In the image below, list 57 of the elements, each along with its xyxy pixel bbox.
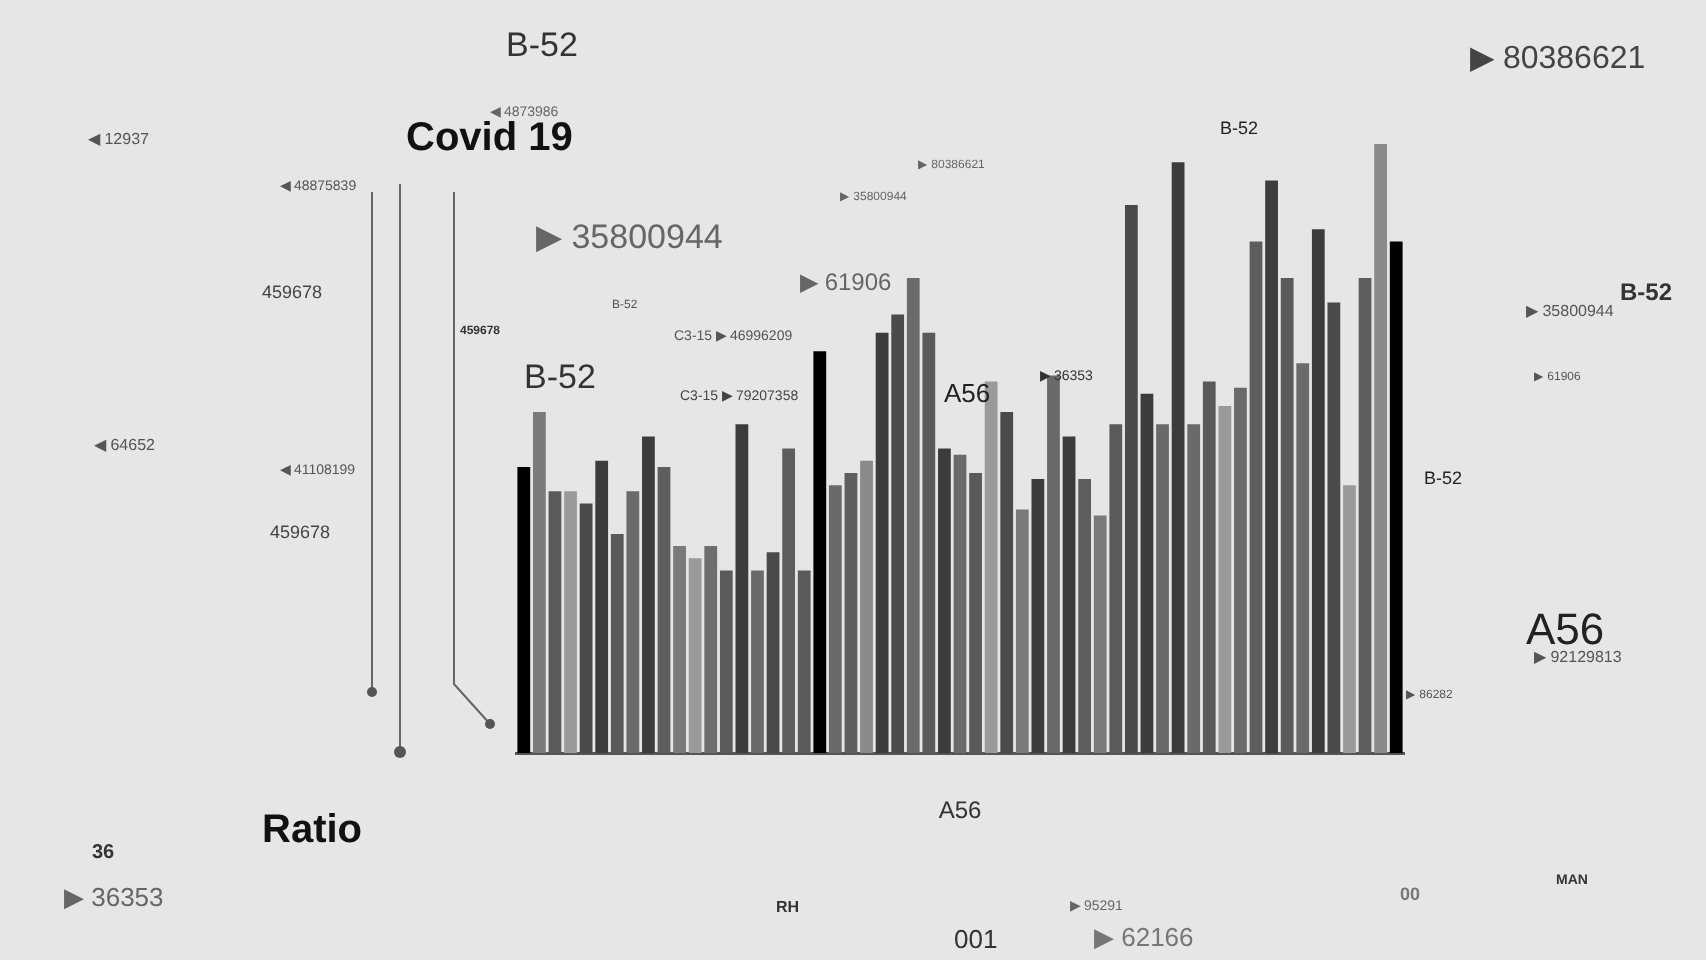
annotation: A56 xyxy=(944,378,991,408)
annotation: ▶ 61906 xyxy=(800,268,892,296)
annotation: ▶ 35800944 xyxy=(536,218,723,256)
text: 459678 xyxy=(270,522,331,542)
bar xyxy=(1265,180,1278,754)
bar xyxy=(953,454,967,754)
bar xyxy=(1389,241,1403,754)
x-axis-title: A56 xyxy=(938,796,982,825)
bar xyxy=(1311,229,1325,754)
bar xyxy=(1062,436,1076,754)
bar xyxy=(564,491,577,754)
bar xyxy=(1171,162,1185,754)
bar xyxy=(751,570,764,754)
bar xyxy=(1015,509,1029,754)
bar xyxy=(1156,424,1169,754)
text: RH xyxy=(776,898,800,916)
bar xyxy=(1187,424,1201,754)
annotation: B-52 xyxy=(524,358,596,396)
bar xyxy=(595,460,609,754)
text: ▶ 62166 xyxy=(1094,922,1194,952)
text: 001 xyxy=(954,924,998,954)
text: 00 xyxy=(1400,884,1421,904)
bar xyxy=(813,351,827,754)
text: 459678 xyxy=(262,282,323,302)
bar xyxy=(1343,485,1356,754)
text: A56 xyxy=(1526,604,1605,654)
bar xyxy=(875,332,889,754)
bar xyxy=(1296,363,1310,754)
text: B-52 xyxy=(1620,278,1673,306)
text: Ratio xyxy=(262,808,362,852)
bar xyxy=(517,466,531,754)
bar xyxy=(1031,479,1045,754)
text: B-52 xyxy=(506,26,578,64)
text: ▶ 36353 xyxy=(64,882,164,912)
bar xyxy=(704,546,718,754)
text: ◀ 12937 xyxy=(88,130,149,148)
bar xyxy=(673,546,686,754)
chart-title: Covid 19 xyxy=(406,116,573,162)
bar xyxy=(906,278,920,754)
text: B-52 xyxy=(1220,118,1259,138)
bar xyxy=(1093,515,1107,754)
bar xyxy=(735,424,749,754)
bar xyxy=(860,460,873,754)
text: ▶ 92129813 xyxy=(1534,648,1622,666)
bar xyxy=(532,412,546,754)
bar xyxy=(1218,405,1232,754)
text: B-52 xyxy=(1424,468,1463,488)
text: ▶ 35800944 xyxy=(1526,302,1614,320)
text: 36 xyxy=(92,842,115,864)
bar xyxy=(642,436,655,754)
text: ◀ 64652 xyxy=(94,436,155,454)
bar xyxy=(1140,393,1154,754)
bar xyxy=(938,448,951,754)
text: ▶ 80386621 xyxy=(1470,42,1646,76)
bar xyxy=(626,491,640,754)
bar xyxy=(688,558,702,754)
bar xyxy=(1374,144,1388,754)
